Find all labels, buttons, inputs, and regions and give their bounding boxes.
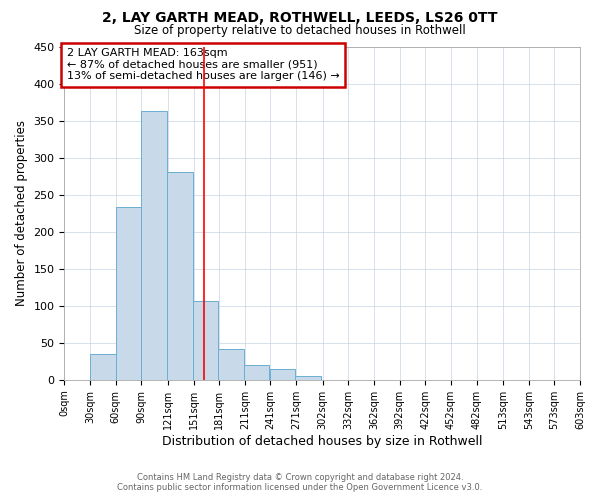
Bar: [295, 376, 321, 380]
X-axis label: Distribution of detached houses by size in Rothwell: Distribution of detached houses by size …: [162, 434, 482, 448]
Bar: [167, 172, 193, 380]
Y-axis label: Number of detached properties: Number of detached properties: [15, 120, 28, 306]
Bar: [90, 354, 116, 380]
Bar: [142, 111, 167, 380]
Text: Contains HM Land Registry data © Crown copyright and database right 2024.
Contai: Contains HM Land Registry data © Crown c…: [118, 473, 482, 492]
Text: Size of property relative to detached houses in Rothwell: Size of property relative to detached ho…: [134, 24, 466, 37]
Bar: [116, 206, 141, 380]
Bar: [218, 350, 244, 380]
Bar: [270, 368, 295, 380]
Bar: [193, 302, 218, 380]
Text: 2, LAY GARTH MEAD, ROTHWELL, LEEDS, LS26 0TT: 2, LAY GARTH MEAD, ROTHWELL, LEEDS, LS26…: [102, 12, 498, 26]
Bar: [244, 365, 269, 380]
Text: 2 LAY GARTH MEAD: 163sqm
← 87% of detached houses are smaller (951)
13% of semi-: 2 LAY GARTH MEAD: 163sqm ← 87% of detach…: [67, 48, 340, 82]
